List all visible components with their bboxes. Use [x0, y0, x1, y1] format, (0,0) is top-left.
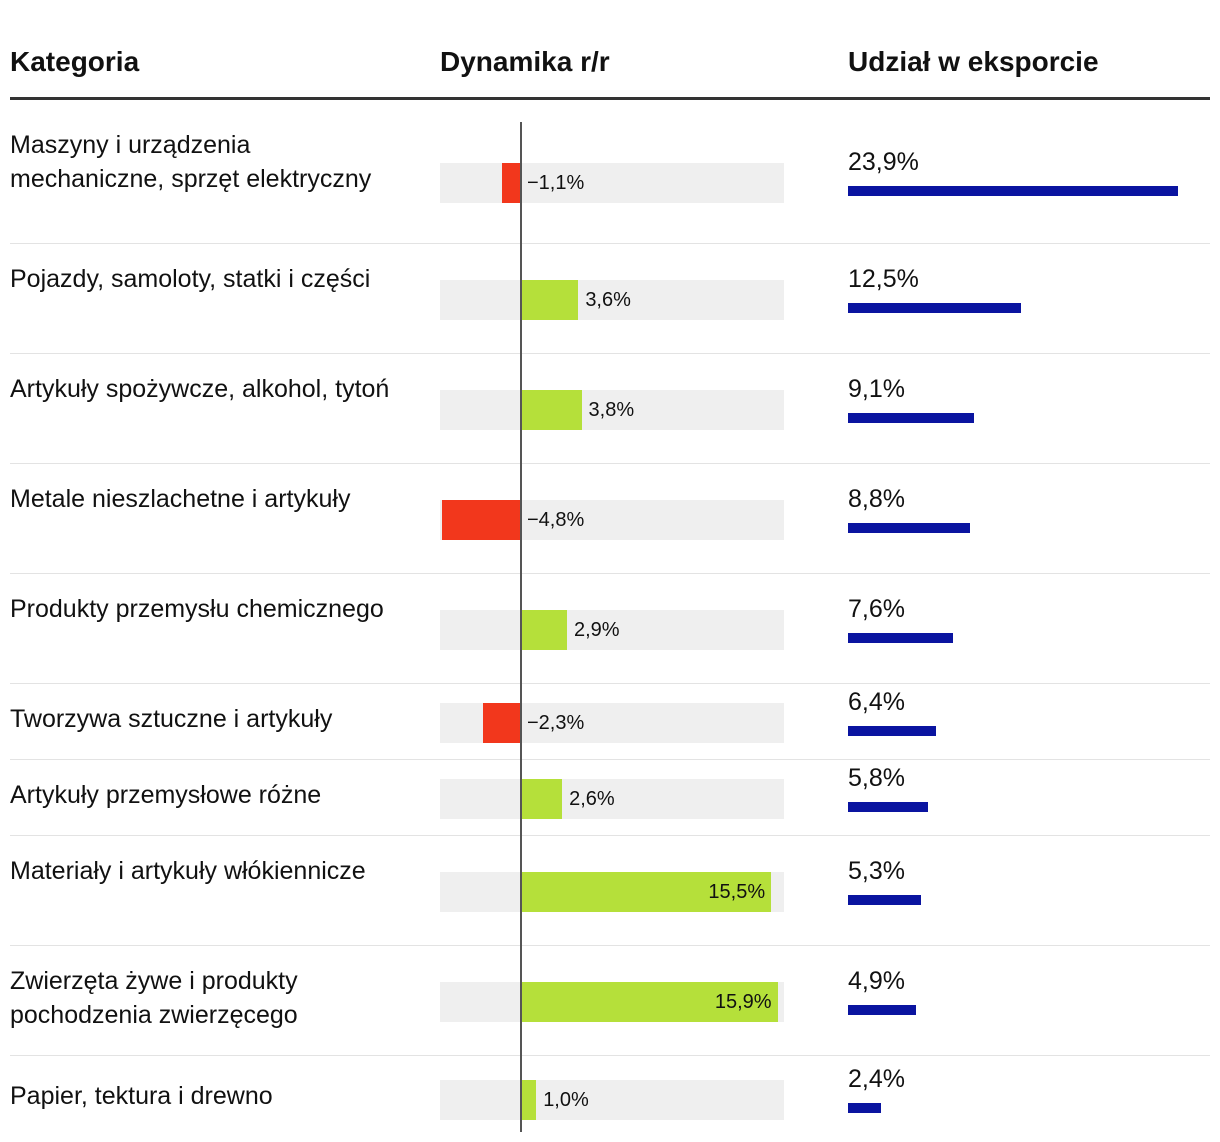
dynamics-track: 3,8%	[440, 390, 784, 430]
table-row: Metale nieszlachetne i artykuły −4,8% 8,8%	[10, 466, 1210, 574]
share-value-label: 9,1%	[848, 375, 905, 403]
category-label: Produkty przemysłu chemicznego	[10, 595, 384, 623]
dynamics-bar	[520, 610, 567, 650]
row-separator	[10, 573, 1210, 574]
zero-axis-line	[520, 122, 522, 1132]
dynamics-value-label: 2,6%	[569, 788, 615, 810]
share-value-label: 5,8%	[848, 764, 905, 792]
table-row: Papier, tektura i drewno 1,0% 2,4%	[10, 1058, 1210, 1142]
table-row: Maszyny i urządzenia mechaniczne, sprzęt…	[10, 122, 1210, 244]
share-bar	[848, 186, 1178, 196]
category-label: Tworzywa sztuczne i artykuły	[10, 705, 333, 733]
row-separator	[10, 835, 1210, 836]
category-label: Metale nieszlachetne i artykuły	[10, 485, 351, 513]
table-row: Materiały i artykuły włókiennicze 15,5% 5,…	[10, 838, 1210, 946]
dynamics-value-label: −2,3%	[527, 712, 585, 734]
share-value-label: 8,8%	[848, 485, 905, 513]
dynamics-bar	[520, 872, 772, 912]
dynamics-track: −4,8%	[440, 500, 784, 540]
category-label: Artykuły przemysłowe różne	[10, 781, 322, 809]
dynamics-bar	[502, 163, 520, 203]
dynamics-track: 2,6%	[440, 779, 784, 819]
row-separator	[10, 243, 1210, 244]
dynamics-bar	[482, 703, 520, 743]
table-row: Artykuły spożywcze, alkohol, tytoń 3,8% 9,…	[10, 356, 1210, 464]
table-row: Tworzywa sztuczne i artykuły −2,3% 6,4%	[10, 686, 1210, 760]
share-bar	[848, 802, 929, 812]
share-bar	[848, 303, 1021, 313]
dynamics-bar	[520, 779, 563, 819]
category-label: Materiały i artykuły włókiennicze	[10, 857, 366, 885]
dynamics-value-label: 2,9%	[573, 619, 620, 641]
dynamics-value-label: 1,0%	[543, 1089, 589, 1111]
table-row: Artykuły przemysłowe różne 2,6% 5,8%	[10, 762, 1210, 836]
category-label: Pojazdy, samoloty, statki i części	[10, 265, 371, 293]
share-bar	[848, 523, 970, 533]
dynamics-track: 2,9%	[440, 610, 784, 650]
share-value-label: 5,3%	[848, 857, 905, 885]
dynamics-track: 15,9%	[440, 982, 784, 1022]
share-value-label: 6,4%	[848, 688, 905, 716]
dynamics-value-label: 3,6%	[585, 289, 631, 311]
dynamics-track: 3,6%	[440, 280, 784, 320]
dynamics-track: −2,3%	[440, 703, 784, 743]
row-separator	[10, 759, 1210, 760]
dynamics-value-label: −4,8%	[527, 509, 585, 531]
category-label: Papier, tektura i drewno	[10, 1082, 273, 1110]
row-separator	[10, 683, 1210, 684]
header-share: Udział w eksporcie	[848, 46, 1099, 77]
dynamics-bar	[520, 982, 778, 1022]
dynamics-track: 1,0%	[440, 1080, 784, 1120]
share-value-label: 23,9%	[848, 148, 919, 176]
table-row: Pojazdy, samoloty, statki i części 3,6% 12…	[10, 246, 1210, 354]
dynamics-bar	[520, 280, 579, 320]
share-value-label: 7,6%	[848, 595, 905, 623]
dynamics-value-label: 15,5%	[708, 881, 766, 903]
category-label: Zwierzęta żywe i produkty pochodzenia zw…	[10, 967, 298, 1029]
row-separator	[10, 463, 1210, 464]
header-category: Kategoria	[10, 46, 140, 77]
share-bar	[848, 895, 922, 905]
row-separator	[10, 945, 1210, 946]
dynamics-value-label: −1,1%	[527, 172, 585, 194]
dynamics-value-label: 3,8%	[588, 399, 635, 421]
share-bar	[848, 1103, 882, 1113]
share-bar	[848, 1005, 916, 1015]
category-label: Maszyny i urządzenia mechaniczne, sprzęt…	[10, 131, 372, 193]
share-bar	[848, 726, 937, 736]
table-row: Produkty przemysłu chemicznego 2,9% 7,6%	[10, 576, 1210, 684]
row-separator	[10, 353, 1210, 354]
share-value-label: 12,5%	[848, 265, 919, 293]
share-bar	[848, 413, 974, 423]
share-value-label: 4,9%	[848, 967, 905, 995]
dynamics-value-label: 15,9%	[714, 991, 772, 1013]
category-label: Artykuły spożywcze, alkohol, tytoń	[10, 375, 390, 403]
share-bar	[848, 633, 953, 643]
table-row: Zwierzęta żywe i produkty pochodzenia zw…	[10, 948, 1210, 1056]
header-rule	[10, 97, 1210, 100]
dynamics-bar	[520, 1080, 537, 1120]
row-separator	[10, 1055, 1210, 1056]
dynamics-track: −1,1%	[440, 163, 784, 203]
dynamics-track: 15,5%	[440, 872, 784, 912]
share-value-label: 2,4%	[848, 1065, 905, 1093]
dynamics-bar	[442, 500, 520, 540]
dynamics-bar	[520, 390, 582, 430]
header-dynamics: Dynamika r/r	[440, 46, 610, 77]
